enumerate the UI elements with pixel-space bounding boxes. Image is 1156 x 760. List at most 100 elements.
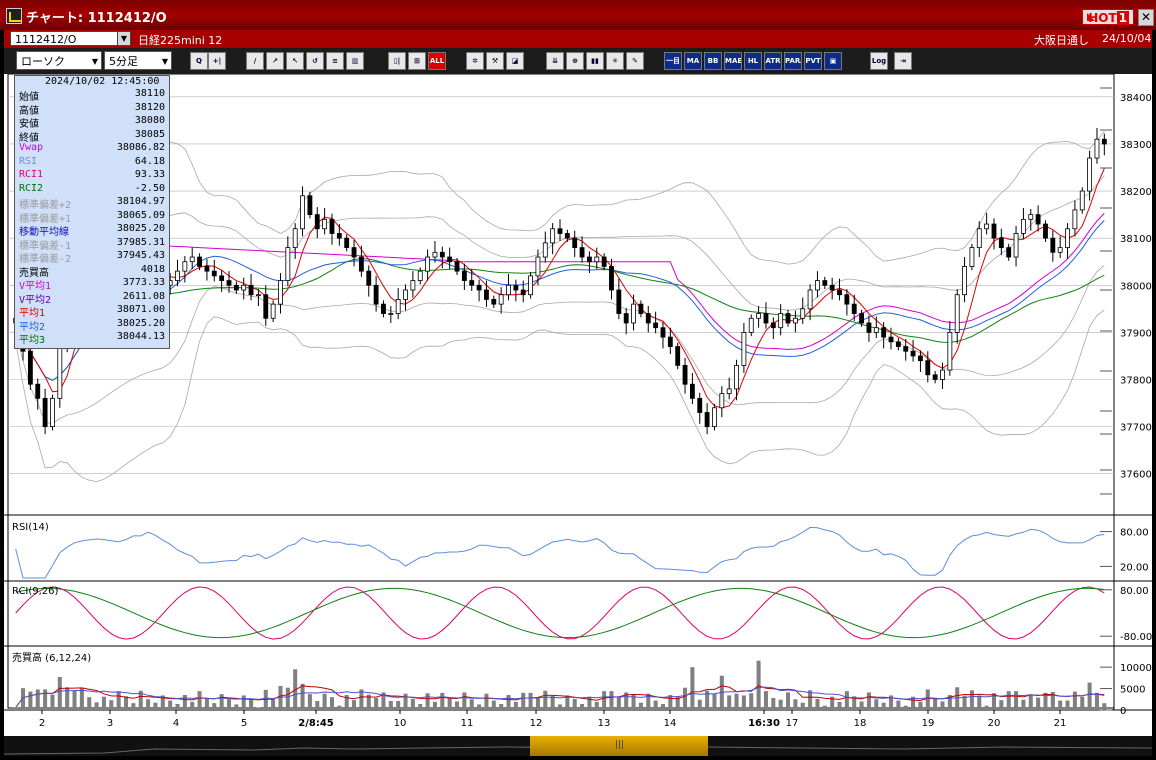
ichimoku-icon[interactable]: 一目 (664, 52, 682, 70)
volume-bar (72, 690, 77, 710)
volume-bar (977, 695, 982, 710)
rsi-line (15, 526, 1105, 579)
exit-icon[interactable]: ⇥ (894, 52, 912, 70)
volume-bar (454, 701, 460, 710)
info-value: 64.18 (134, 155, 165, 167)
zoom-icon[interactable]: ⊕ (566, 52, 584, 70)
split-icon[interactable]: +| (208, 52, 226, 70)
bollinger-band (15, 130, 1105, 305)
candle-body (881, 327, 887, 338)
all-icon[interactable]: ALL (428, 52, 446, 70)
volume-bar (43, 689, 48, 710)
x-tick-label: 19 (922, 718, 935, 729)
hot-number: 1 (1116, 11, 1129, 25)
info-row: V平均1 3773.33 (19, 277, 165, 292)
symbol-dropdown-button[interactable]: ▼ (117, 31, 131, 46)
candle-body (1079, 190, 1085, 211)
title-bar[interactable]: チャート: 1112412/O HOT 1 ✕ (0, 0, 1156, 30)
info-value: 38120 (134, 101, 165, 113)
hl-icon[interactable]: HL (744, 52, 762, 70)
volume-bar (307, 694, 312, 710)
time-scrollbar[interactable]: ||| (4, 736, 1152, 756)
candle-body (998, 237, 1004, 249)
pencil-icon[interactable]: ✎ (626, 52, 644, 70)
log-icon[interactable]: Log (870, 52, 888, 70)
chevron-down-icon: ▼ (91, 57, 98, 66)
volume-bar (925, 689, 930, 710)
flag-icon (1087, 13, 1095, 21)
info-row: 移動平均線 38025.20 (19, 223, 165, 238)
candle-body (734, 364, 739, 390)
wrench-icon[interactable]: ⚒ (486, 52, 504, 70)
info-value: 38086.82 (116, 142, 165, 153)
info-label: 始値 (19, 92, 39, 103)
x-tick-label: 2/8:45 (298, 718, 334, 729)
mae-icon[interactable]: MAE (724, 52, 742, 70)
x-tick-label: 11 (461, 718, 474, 729)
info-label: RCI1 (19, 169, 44, 180)
trash-icon[interactable]: ▥ (346, 52, 364, 70)
volume-bar (499, 704, 504, 710)
cross-icon[interactable]: ✳ (606, 52, 624, 70)
volume-tick-label: 5000 (1120, 685, 1145, 696)
pvt-icon[interactable]: PVT (804, 52, 822, 70)
volume-bar (984, 705, 989, 710)
volume-bar (881, 702, 886, 710)
timeframe-select[interactable]: 5分足 ▼ (104, 51, 172, 70)
volume-bar (991, 693, 997, 710)
volume-bar (87, 697, 92, 710)
scroll-thumb[interactable] (530, 736, 708, 756)
volume-bar (705, 690, 710, 710)
info-value: 38080 (134, 115, 165, 126)
scale-icon[interactable]: ⊞ (408, 52, 426, 70)
ma-icon[interactable]: MA (684, 52, 702, 70)
para-icon[interactable]: PARA (784, 52, 802, 70)
candle-body (564, 233, 570, 239)
current-date: 24/10/04 (1102, 32, 1152, 45)
moving-average-2 (15, 220, 1105, 381)
trendline-icon[interactable]: ↗ (266, 52, 284, 70)
volume-bar (631, 694, 636, 710)
volume-bar (903, 705, 908, 710)
info-label: RSI (19, 155, 38, 167)
bars-icon[interactable]: ▮▮ (586, 52, 604, 70)
chart-type-select[interactable]: ローソク ▼ (16, 51, 102, 70)
volume-bar (815, 698, 820, 710)
undo-icon[interactable]: ↺ (306, 52, 324, 70)
candle-body (255, 294, 261, 297)
bollinger-band (15, 309, 1105, 483)
x-tick-label: 14 (664, 718, 677, 729)
pen-icon[interactable]: / (246, 52, 264, 70)
hot-badge[interactable]: HOT 1 (1082, 9, 1134, 25)
symbol-input[interactable]: 1112412/O (10, 31, 120, 46)
volume-bar (315, 701, 320, 710)
color-icon[interactable]: ◪ (506, 52, 524, 70)
bollinger-band (15, 264, 1105, 425)
info-label: 標準偏差+2 (19, 200, 72, 211)
close-button[interactable]: ✕ (1138, 9, 1154, 26)
atr-icon[interactable]: ATR (764, 52, 782, 70)
candle-body (895, 341, 901, 347)
timeframe-value: 5分足 (109, 55, 138, 68)
box-icon[interactable]: ▣ (824, 52, 842, 70)
candle-body (358, 256, 364, 272)
order-icon[interactable]: ⇊ (546, 52, 564, 70)
bb-icon[interactable]: BB (704, 52, 722, 70)
settings-icon[interactable]: ✲ (466, 52, 484, 70)
info-value: 38025.20 (116, 317, 165, 329)
cursor-icon[interactable]: ↖ (286, 52, 304, 70)
candle-body (1101, 138, 1107, 145)
candle-body (851, 303, 857, 314)
volume-bar (535, 698, 540, 710)
bollinger-band (15, 175, 1105, 338)
candle-body (682, 364, 688, 385)
volume-bar (1036, 697, 1041, 710)
candle-icon[interactable]: ▯| (388, 52, 406, 70)
candle-body (513, 284, 519, 291)
memo-icon[interactable]: ≡ (326, 52, 344, 70)
chart-area[interactable]: 38400 38300 38200 38100 38000 37900 37800 37700… (4, 73, 1152, 736)
chart-canvas[interactable]: 38400 38300 38200 38100 38000 37900 37800 37700… (4, 73, 1152, 736)
volume-bar (381, 692, 386, 710)
volume-bar (204, 698, 209, 710)
magnifier-icon[interactable]: Q (190, 52, 208, 70)
